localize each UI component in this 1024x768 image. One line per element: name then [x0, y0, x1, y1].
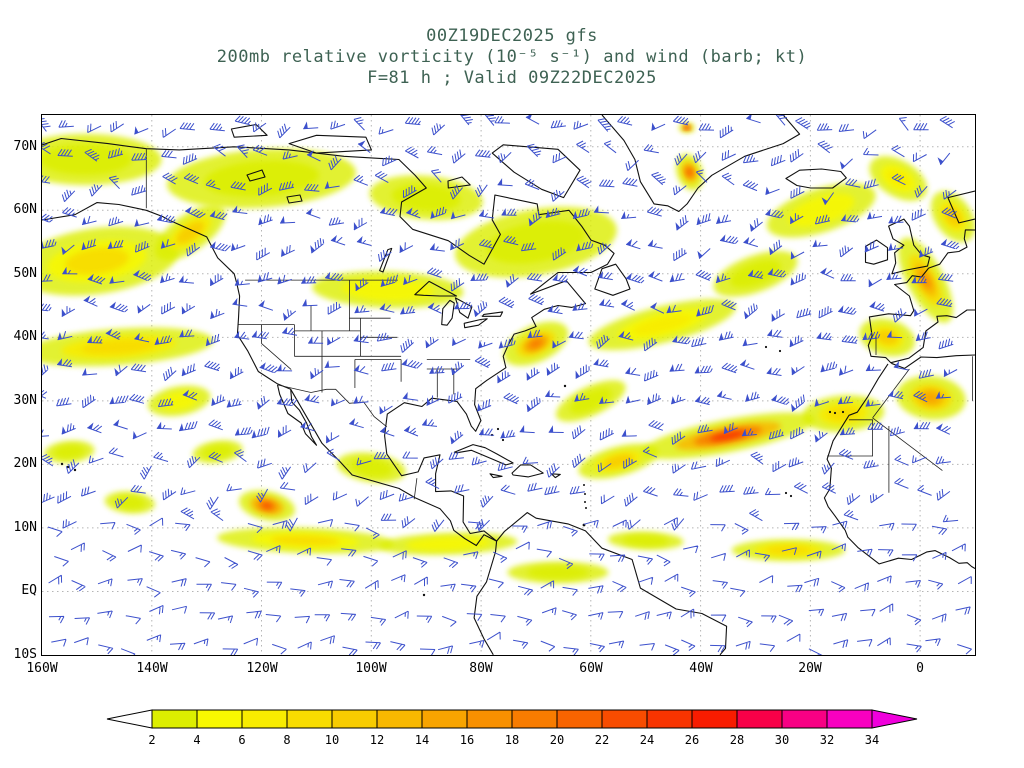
- lat-axis-label: 40N: [13, 329, 37, 344]
- colorbar-segment: [286, 709, 333, 729]
- coastline-africa: [823, 354, 975, 569]
- chart-title-block: 00Z19DEC2025 gfs 200mb relative vorticit…: [0, 26, 1024, 89]
- title-init-model: 00Z19DEC2025 gfs: [426, 26, 598, 46]
- colorbar: 2 4 6 8 10 12 14 16 18 20 22 24 26 28 30 32 34: [97, 706, 927, 752]
- colorbar-segment: [331, 709, 378, 729]
- coastline-north-america-east: [42, 137, 615, 542]
- colorbar-segment: [736, 709, 783, 729]
- coastlines: [42, 115, 975, 655]
- lat-axis-label: 10N: [13, 520, 37, 535]
- lat-axis-label: 50N: [13, 266, 37, 281]
- wind-barbs: [42, 115, 972, 655]
- coastline-jamaica: [489, 473, 503, 479]
- lat-axis-label: 30N: [13, 393, 37, 408]
- great-lakes: [414, 280, 504, 329]
- colorbar-tick-label: 16: [460, 733, 474, 747]
- map-frame: [41, 114, 976, 656]
- lon-axis-label: 80W: [469, 661, 493, 676]
- colorbar-over-arrow: [871, 709, 918, 729]
- lat-axis-label: 20N: [13, 456, 37, 471]
- coastline-baja-california: [276, 384, 318, 446]
- colorbar-tick-label: 28: [730, 733, 744, 747]
- lon-axis-label: 20W: [798, 661, 822, 676]
- colorbar-segment: [511, 709, 558, 729]
- lat-axis-label: 70N: [13, 139, 37, 154]
- colorbar-segment: [466, 709, 513, 729]
- lat-axis-label: 10S: [13, 647, 37, 662]
- coastline-great-britain: [888, 218, 931, 275]
- coastline-iceland: [785, 168, 847, 189]
- coastline-cuba: [453, 444, 514, 466]
- colorbar-segment: [826, 709, 873, 729]
- colorbar-segment: [691, 709, 738, 729]
- map-canvas: [42, 115, 975, 655]
- lon-axis-label: 40W: [689, 661, 713, 676]
- colorbar-tick-label: 22: [595, 733, 609, 747]
- map-area: 70N 60N 50N 40N 30N 20N 10N EQ 10S 160W 140W 120W 10…: [14, 114, 976, 676]
- lat-axis-label: EQ: [21, 583, 37, 598]
- colorbar-tick-label: 20: [550, 733, 564, 747]
- colorbar-tick-label: 12: [370, 733, 384, 747]
- colorbar-segment: [241, 709, 288, 729]
- colorbar-segment: [781, 709, 828, 729]
- lon-axis-label: 120W: [246, 661, 278, 676]
- colorbar-segment: [196, 709, 243, 729]
- us-mexico-border: [277, 384, 388, 428]
- colorbar-segment: [376, 709, 423, 729]
- colorbar-segment: [151, 709, 198, 729]
- colorbar-tick-label: 14: [415, 733, 429, 747]
- lat-axis-label: 60N: [13, 202, 37, 217]
- colorbar-tick-label: 4: [193, 733, 200, 747]
- coastline-ireland: [864, 239, 889, 265]
- lon-axis-label: 100W: [355, 661, 387, 676]
- arctic-islands: [230, 123, 581, 199]
- colorbar-canvas: 2 4 6 8 10 12 14 16 18 20 22 24 26 28 30 32 34: [106, 709, 918, 747]
- colorbar-tick-label: 32: [820, 733, 834, 747]
- colorbar-tick-label: 24: [640, 733, 654, 747]
- lon-axis-label: 60W: [579, 661, 603, 676]
- colorbar-tick-label: 34: [865, 733, 879, 747]
- coastline-hispaniola: [511, 464, 544, 478]
- coastline-south-america: [496, 512, 728, 655]
- vorticity-shading: [42, 122, 975, 584]
- colorbar-tick-label: 6: [238, 733, 245, 747]
- lon-axis-label: 160W: [26, 661, 58, 676]
- colorbar-tick-label: 10: [325, 733, 339, 747]
- colorbar-segment: [646, 709, 693, 729]
- lon-axis-label: 140W: [136, 661, 168, 676]
- colorbar-segment: [556, 709, 603, 729]
- colorbar-tick-label: 26: [685, 733, 699, 747]
- title-field: 200mb relative vorticity (10⁻⁵ s⁻¹) and …: [216, 47, 808, 67]
- colorbar-tick-label: 30: [775, 733, 789, 747]
- colorbar-under-arrow: [106, 709, 153, 729]
- colorbar-tick-label: 2: [148, 733, 155, 747]
- coastline-newfoundland: [594, 263, 631, 296]
- colorbar-tick-label: 18: [505, 733, 519, 747]
- colorbar-segment: [421, 709, 468, 729]
- small-islands: [60, 345, 845, 597]
- lon-axis-label: 0: [916, 661, 924, 676]
- coastline-puerto-rico: [550, 473, 561, 479]
- title-valid: F=81 h ; Valid 09Z22DEC2025: [367, 68, 657, 88]
- colorbar-segment: [601, 709, 648, 729]
- colorbar-tick-label: 8: [283, 733, 290, 747]
